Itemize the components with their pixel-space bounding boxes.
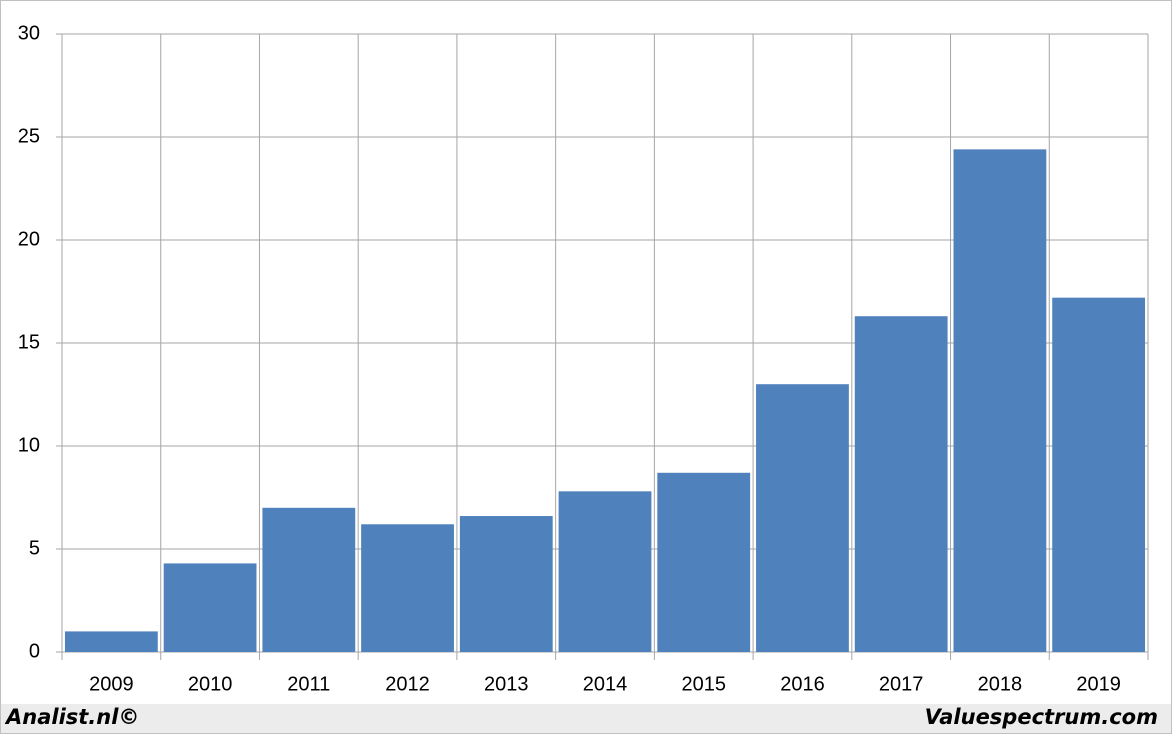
x-tick-label: 2016 — [780, 673, 825, 695]
x-tick-label: 2009 — [89, 673, 134, 695]
bar — [459, 516, 553, 652]
x-tick-label: 2012 — [385, 673, 430, 695]
footer-band — [1, 704, 1171, 733]
x-tick-label: 2019 — [1076, 673, 1121, 695]
x-tick-label: 2018 — [978, 673, 1023, 695]
x-tick-label: 2014 — [583, 673, 628, 695]
bar — [1052, 297, 1146, 652]
bar — [953, 149, 1047, 653]
x-tick-label: 2010 — [188, 673, 233, 695]
y-tick-label: 25 — [18, 125, 40, 147]
bar — [163, 563, 257, 652]
y-tick-label: 5 — [29, 537, 40, 559]
footer-left: Analist.nl© — [4, 705, 139, 729]
bar — [64, 631, 158, 652]
x-tick-label: 2017 — [879, 673, 924, 695]
footer-right: Valuespectrum.com — [925, 705, 1158, 729]
bar — [558, 491, 652, 652]
y-tick-label: 30 — [18, 22, 40, 44]
x-tick-label: 2011 — [287, 673, 330, 695]
y-tick-label: 15 — [18, 331, 40, 353]
bar — [262, 507, 356, 652]
y-tick-label: 20 — [18, 228, 40, 250]
x-tick-label: 2015 — [681, 673, 726, 695]
bar — [854, 316, 948, 652]
bar — [756, 384, 849, 652]
y-tick-label: 10 — [18, 434, 40, 456]
bar — [657, 472, 751, 652]
x-tick-label: 2013 — [484, 673, 529, 695]
bar — [361, 524, 454, 652]
y-tick-label: 0 — [29, 640, 40, 662]
